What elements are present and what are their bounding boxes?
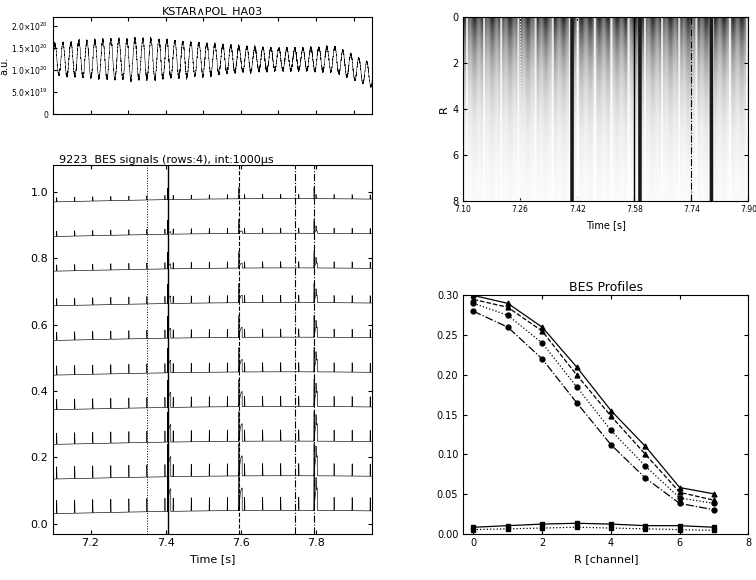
Y-axis label: a.u.: a.u. xyxy=(0,57,10,75)
Title: BES Profiles: BES Profiles xyxy=(569,281,643,294)
X-axis label: Time [s]: Time [s] xyxy=(190,554,235,564)
Y-axis label: R: R xyxy=(439,105,449,113)
X-axis label: R [channel]: R [channel] xyxy=(574,554,638,564)
Title: KSTAR∧POL_HA03: KSTAR∧POL_HA03 xyxy=(162,6,263,17)
Text: 9223  BES signals (rows:4), int:1000μs: 9223 BES signals (rows:4), int:1000μs xyxy=(59,155,274,165)
X-axis label: Time [s]: Time [s] xyxy=(586,220,626,230)
